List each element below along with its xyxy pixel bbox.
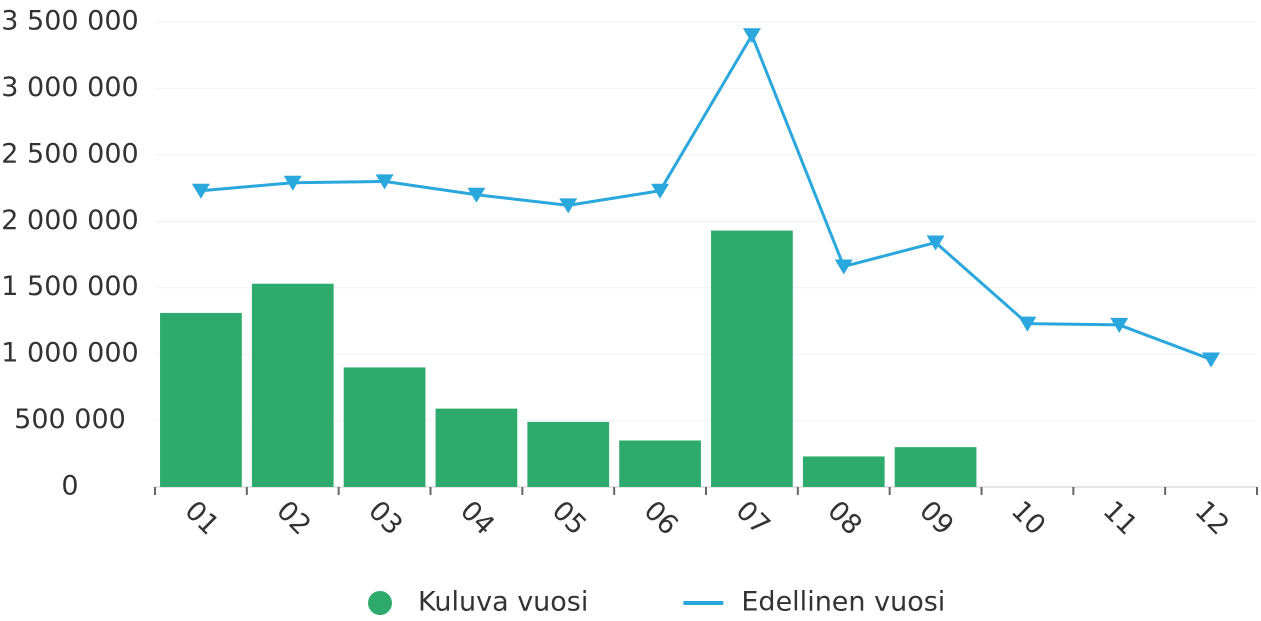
line-marker [926,235,945,251]
x-tick-label: 07 [730,495,776,541]
legend-swatch [368,591,392,615]
x-tick-label: 02 [270,495,316,541]
line-marker [1018,316,1037,332]
y-tick-label: 1 500 000 [1,271,138,302]
bar [894,447,977,487]
y-tick-label: 2 500 000 [1,138,138,169]
x-tick-label: 04 [454,495,500,541]
bar [160,312,242,487]
line [200,31,1212,361]
bar [435,408,518,487]
y-tick-label: 3 000 000 [1,72,138,103]
y-tick-label: 0 [61,471,78,502]
line-marker [651,183,670,199]
legend-label: Kuluva vuosi [418,587,588,618]
line-marker [467,187,486,203]
bar [802,456,885,487]
x-tick-label: 10 [1005,495,1051,541]
y-tick-label: 500 000 [14,404,126,435]
x-tick-label: 11 [1097,495,1143,541]
x-tick-label: 03 [362,495,408,541]
line-marker [834,259,853,275]
line-marker [742,28,761,44]
bar [619,440,701,487]
line-marker [1202,352,1221,368]
line-marker [559,198,578,214]
bar [711,230,793,488]
line-marker [375,174,394,190]
bar [343,367,426,487]
line-marker [191,183,210,199]
x-tick-label: 06 [638,495,684,541]
x-tick-label: 05 [546,495,592,541]
line-marker [283,175,302,191]
bar [527,421,610,487]
bar [251,283,334,487]
x-tick-label: 01 [179,495,225,541]
y-tick-label: 2 000 000 [1,205,138,236]
legend-label: Edellinen vuosi [741,587,945,618]
y-tick-label: 1 000 000 [1,338,138,369]
x-tick-label: 08 [821,495,867,541]
line-marker [1110,317,1129,333]
y-tick-label: 3 500 000 [1,6,138,37]
x-tick-label: 09 [913,495,959,541]
x-tick-label: 12 [1189,495,1235,541]
